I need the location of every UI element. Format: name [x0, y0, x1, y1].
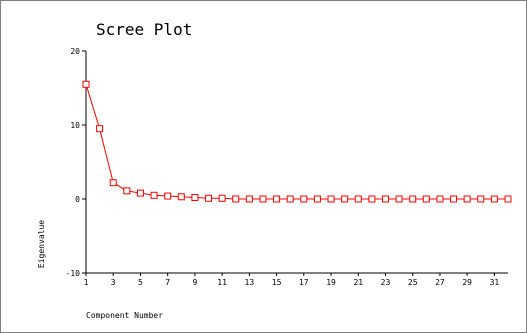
- data-point-marker: [463, 195, 471, 203]
- data-point-marker: [150, 191, 158, 199]
- data-point-marker: [136, 189, 144, 197]
- data-point-marker: [164, 192, 172, 200]
- data-point-marker: [313, 195, 321, 203]
- x-tick-label: 25: [408, 278, 418, 287]
- x-tick-label: 5: [138, 278, 143, 287]
- x-tick-label: 31: [490, 278, 500, 287]
- x-tick-label: 23: [381, 278, 391, 287]
- data-point-marker: [354, 195, 362, 203]
- data-point-marker: [395, 195, 403, 203]
- data-point-marker: [300, 195, 308, 203]
- chart-title: Scree Plot: [96, 20, 193, 39]
- x-tick-label: 7: [165, 278, 170, 287]
- y-tick-label: 0: [75, 195, 80, 204]
- data-point-marker: [286, 195, 294, 203]
- data-point-marker: [82, 80, 90, 88]
- data-point-marker: [450, 195, 458, 203]
- x-tick-label: 17: [299, 278, 309, 287]
- data-point-marker: [177, 193, 185, 201]
- data-point-marker: [436, 195, 444, 203]
- data-point-marker: [232, 195, 240, 203]
- data-point-marker: [409, 195, 417, 203]
- x-tick-label: 29: [462, 278, 472, 287]
- data-point-marker: [96, 125, 104, 133]
- y-axis-title: Eigenvalue: [37, 220, 46, 268]
- x-tick-label: 11: [217, 278, 227, 287]
- data-point-marker: [504, 195, 512, 203]
- data-point-marker: [123, 187, 131, 195]
- data-point-marker: [245, 195, 253, 203]
- y-tick-label: 10: [70, 121, 80, 130]
- data-point-marker: [259, 195, 267, 203]
- data-point-marker: [205, 194, 213, 202]
- data-point-marker: [191, 194, 199, 202]
- data-point-marker: [368, 195, 376, 203]
- x-tick-label: 27: [435, 278, 445, 287]
- data-point-marker: [327, 195, 335, 203]
- x-tick-label: 21: [353, 278, 363, 287]
- x-tick-label: 9: [192, 278, 197, 287]
- x-tick-label: 1: [84, 278, 89, 287]
- data-point-marker: [341, 195, 349, 203]
- data-point-marker: [422, 195, 430, 203]
- x-tick-label: 15: [272, 278, 282, 287]
- x-tick-label: 3: [111, 278, 116, 287]
- x-tick-label: 13: [245, 278, 255, 287]
- x-tick-label: 19: [326, 278, 336, 287]
- data-point-marker: [109, 179, 117, 187]
- data-point-marker: [490, 195, 498, 203]
- y-tick-label: 20: [70, 47, 80, 56]
- axes: [85, 51, 508, 274]
- y-tick-label: -10: [66, 269, 81, 278]
- x-axis-title: Component Number: [86, 311, 163, 320]
- series: [82, 80, 512, 203]
- data-point-marker: [273, 195, 281, 203]
- data-point-marker: [381, 195, 389, 203]
- data-point-marker: [477, 195, 485, 203]
- data-point-marker: [218, 194, 226, 202]
- series-line: [85, 84, 508, 200]
